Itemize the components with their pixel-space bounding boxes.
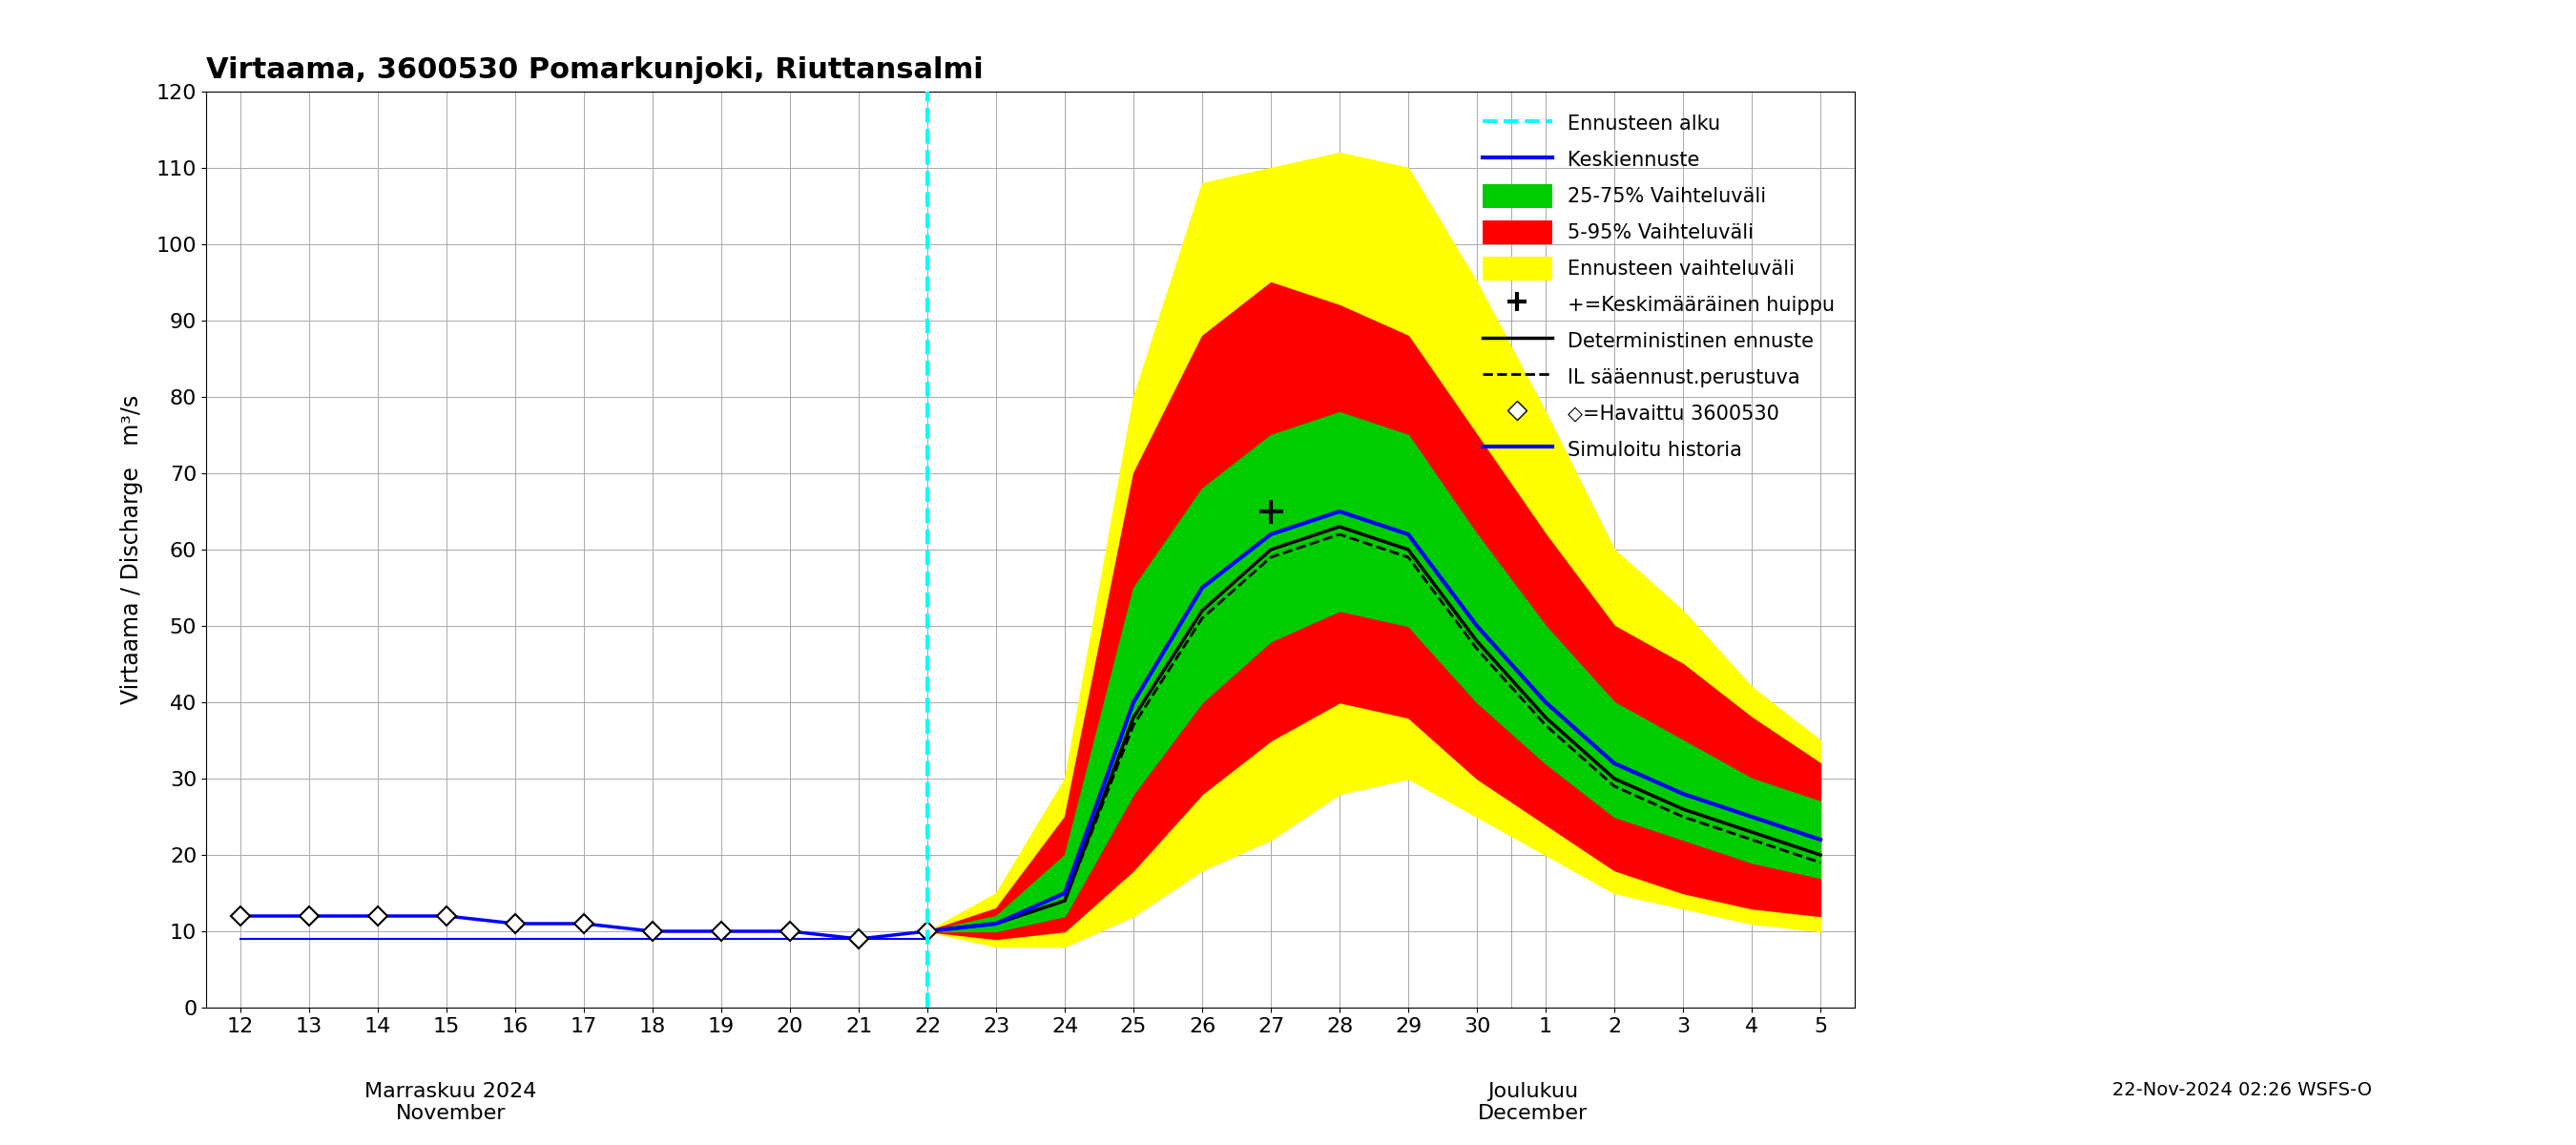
Legend: Ennusteen alku, Keskiennuste, 25-75% Vaihteluväli, 5-95% Vaihteluväli, Ennusteen: Ennusteen alku, Keskiennuste, 25-75% Vai… xyxy=(1473,102,1844,472)
Text: Marraskuu 2024
November: Marraskuu 2024 November xyxy=(366,1082,536,1123)
Y-axis label: Virtaama / Discharge   m³/s: Virtaama / Discharge m³/s xyxy=(121,395,142,704)
Text: Joulukuu
December: Joulukuu December xyxy=(1479,1082,1587,1123)
Text: 22-Nov-2024 02:26 WSFS-O: 22-Nov-2024 02:26 WSFS-O xyxy=(2112,1081,2372,1099)
Text: Virtaama, 3600530 Pomarkunjoki, Riuttansalmi: Virtaama, 3600530 Pomarkunjoki, Riuttans… xyxy=(206,56,984,84)
